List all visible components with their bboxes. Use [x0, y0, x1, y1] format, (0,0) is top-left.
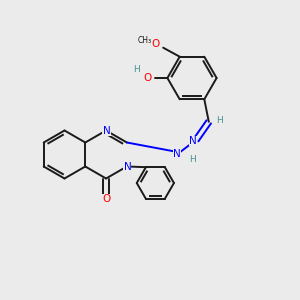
Text: N: N — [189, 136, 196, 146]
Text: N: N — [102, 124, 110, 135]
Text: H: H — [189, 155, 196, 164]
Text: O: O — [144, 73, 152, 83]
Text: N: N — [124, 161, 131, 172]
Text: N: N — [173, 149, 181, 159]
Text: H: H — [216, 116, 223, 125]
Text: H: H — [134, 65, 140, 74]
Text: CH₃: CH₃ — [137, 36, 152, 45]
Text: O: O — [152, 39, 160, 49]
Text: N: N — [103, 125, 110, 136]
Text: O: O — [102, 194, 110, 205]
